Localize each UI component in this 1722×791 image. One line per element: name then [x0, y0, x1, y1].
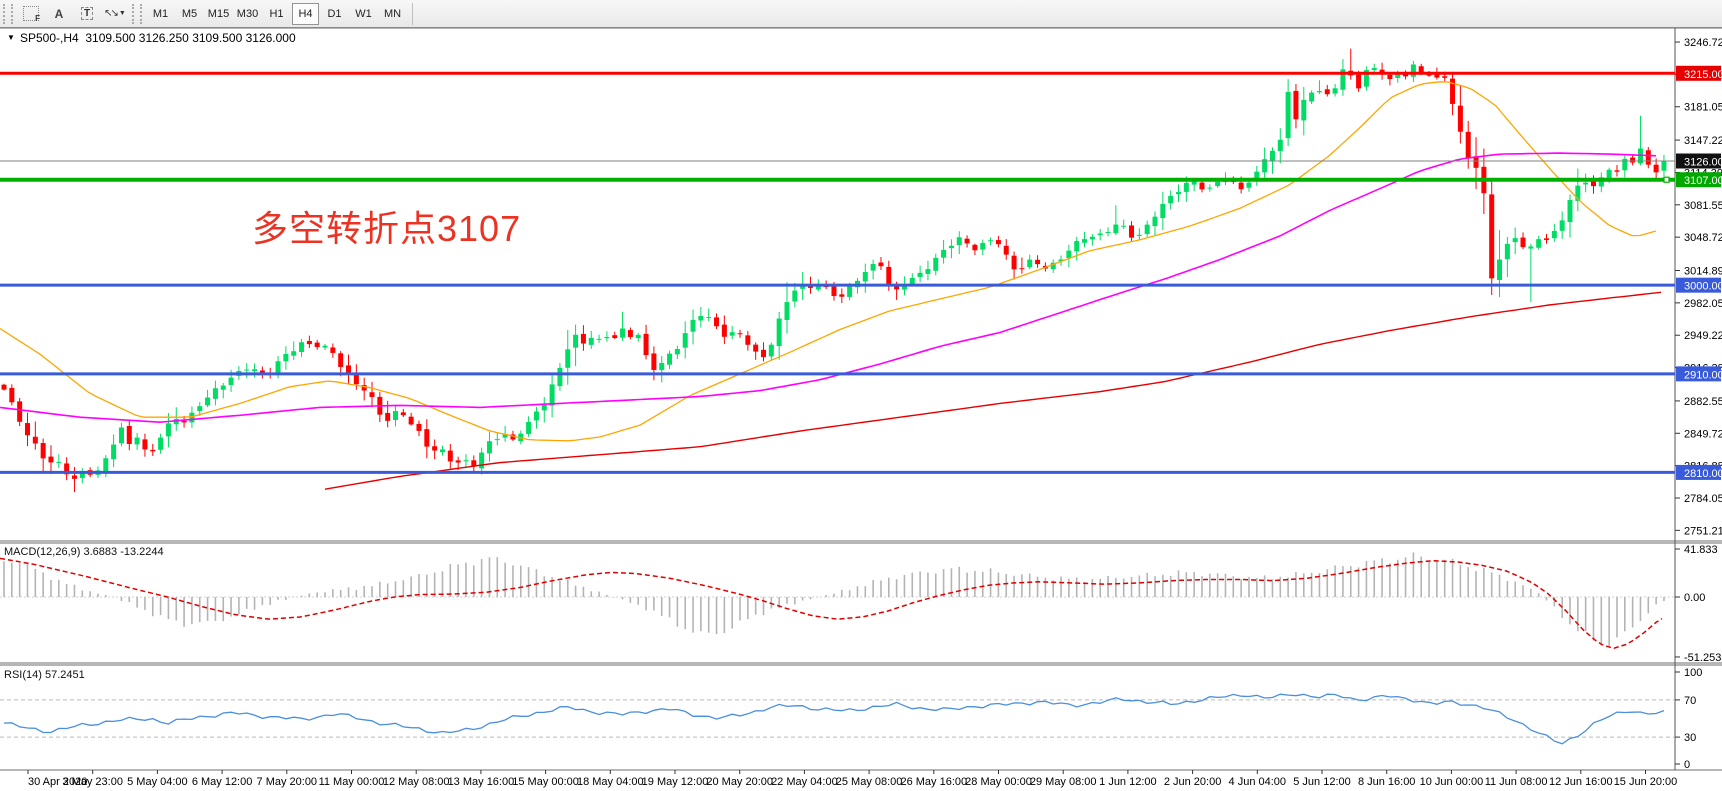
time-axis-label: 4 Jun 04:00 [1229, 776, 1287, 788]
time-axis-label: 25 May 08:00 [836, 776, 903, 788]
tf-m1-button[interactable]: M1 [152, 7, 169, 20]
ohlc-high: 3126.250 [138, 31, 189, 45]
tf-m30-button[interactable]: M30 [236, 7, 259, 20]
time-axis-label: 3 May 23:00 [62, 776, 123, 788]
rsi-scale-label: 100 [1684, 667, 1702, 679]
macd-scale-label: 0.00 [1684, 592, 1705, 604]
text-label-icon[interactable]: T [74, 2, 100, 25]
time-axis-label: 19 May 12:00 [642, 776, 709, 788]
time-axis-label: 20 May 20:00 [706, 776, 773, 788]
price-badge-3126.000 [1676, 153, 1721, 169]
tf-mn-button[interactable]: MN [383, 7, 402, 20]
tf-h4-button[interactable]: H4 [292, 2, 319, 25]
time-axis-label: 28 May 00:00 [965, 776, 1032, 788]
price-tick-label: 3081.555 [1684, 200, 1722, 212]
price-tick-label: 2949.220 [1684, 330, 1722, 342]
time-axis-label: 15 May 00:00 [512, 776, 579, 788]
tf-w1-button[interactable]: W1 [355, 7, 372, 20]
macd-indicator-label: MACD(12,26,9) 3.6883 -13.2244 [4, 546, 164, 558]
ma-mid-magenta [0, 152, 1657, 424]
macd-scale-label: -51.2535 [1684, 652, 1722, 664]
time-axis-label: 29 May 08:00 [1030, 776, 1097, 788]
price-badge-label: 3126.000 [1684, 157, 1722, 169]
time-axis-label: 5 May 04:00 [127, 776, 188, 788]
macd-scale-label: 41.833 [1684, 544, 1718, 556]
time-axis-label: 7 May 20:00 [257, 776, 318, 788]
time-axis-label: 2 Jun 20:00 [1164, 776, 1222, 788]
price-tick-label: 2882.555 [1684, 396, 1722, 408]
time-axis-label: 5 Jun 12:00 [1293, 776, 1351, 788]
time-axis-label: 15 Jun 20:00 [1614, 776, 1678, 788]
price-tick-label: 2784.050 [1684, 493, 1722, 505]
ohlc-low: 3109.500 [192, 31, 243, 45]
tf-m5-button[interactable]: M5 [181, 7, 198, 20]
price-tick-label: 2982.055 [1684, 298, 1722, 310]
time-axis-label: 11 Jun 08:00 [1485, 776, 1548, 788]
ma-fast-orange [0, 81, 1657, 442]
timeframe-group-handle[interactable] [132, 3, 142, 24]
price-badge-label: 2810.000 [1684, 468, 1722, 480]
macd-signal-line [0, 557, 1663, 649]
price-badge-3215.000 [1676, 65, 1721, 81]
price-badge-label: 3107.000 [1684, 175, 1722, 187]
chart-title: SP500-,H4 3109.500 3126.250 3109.500 312… [20, 31, 296, 45]
price-tick-label: 2849.720 [1684, 428, 1722, 440]
price-tick-label: 2751.215 [1684, 525, 1722, 537]
time-axis-label: 1 Jun 12:00 [1099, 776, 1157, 788]
time-axis-label: 30 Apr 2020 [28, 776, 87, 788]
time-axis-label: 10 Jun 00:00 [1420, 776, 1484, 788]
price-badge-3000.000 [1676, 277, 1721, 293]
price-tick-label: 3181.055 [1684, 102, 1722, 114]
price-badge-2910.000 [1676, 366, 1721, 382]
tf-h1-button[interactable]: H1 [269, 7, 284, 20]
chart-background [0, 28, 1722, 791]
symbol-dropdown-icon[interactable]: ▼ [7, 33, 15, 42]
rsi-scale-label: 70 [1684, 695, 1696, 707]
price-tick-label: 3014.890 [1684, 265, 1722, 277]
ohlc-close: 3126.000 [245, 31, 296, 45]
time-axis-label: 22 May 04:00 [771, 776, 838, 788]
time-axis-label: 18 May 04:00 [577, 776, 644, 788]
rsi-scale-label: 0 [1684, 759, 1690, 771]
price-badge-label: 3215.000 [1684, 69, 1722, 81]
chart-grid-f-icon[interactable]: F [18, 2, 44, 25]
rsi-line [3, 693, 1665, 745]
time-axis-label: 8 Jun 16:00 [1358, 776, 1416, 788]
toolbar-separator [412, 2, 413, 25]
time-axis-label: 12 Jun 16:00 [1549, 776, 1613, 788]
price-tick-label: 3048.720 [1684, 232, 1722, 244]
symbol-period: SP500-,H4 [20, 31, 79, 45]
ma-slow-red [324, 291, 1662, 490]
trendline-handle [1663, 176, 1670, 183]
tf-d1-button[interactable]: D1 [327, 7, 342, 20]
time-axis-label: 12 May 08:00 [383, 776, 450, 788]
toolbar: F A T ↖↘ ▼ M1 M5 M15 M30 H1 H4 D1 W1 MN [0, 0, 1722, 28]
toolbar-drag-handle[interactable] [3, 3, 13, 24]
time-axis-label: 11 May 00:00 [319, 776, 385, 788]
dropdown-caret-icon: ▼ [118, 10, 126, 17]
time-axis-label: 13 May 16:00 [448, 776, 515, 788]
ohlc-open: 3109.500 [85, 31, 136, 45]
price-tick-label: 3246.725 [1684, 37, 1722, 49]
line-studies-icon[interactable]: ↖↘ ▼ [104, 8, 126, 19]
rsi-scale-label: 30 [1684, 732, 1696, 744]
tf-m15-button[interactable]: M15 [207, 7, 230, 20]
insert-text-icon[interactable]: A [54, 6, 64, 21]
price-badge-label: 3000.000 [1684, 281, 1722, 293]
price-tick-label: 3147.225 [1684, 135, 1722, 147]
price-badge-2810.000 [1676, 464, 1721, 480]
rsi-indicator-label: RSI(14) 57.2451 [4, 669, 85, 681]
macd-histogram [3, 552, 1665, 647]
time-axis-label: 6 May 12:00 [192, 776, 253, 788]
time-axis-label: 26 May 16:00 [900, 776, 967, 788]
chart-annotation-text[interactable]: 多空转折点3107 [252, 208, 522, 249]
price-badge-label: 2910.000 [1684, 369, 1722, 381]
price-badge-3107.000 [1676, 172, 1721, 188]
